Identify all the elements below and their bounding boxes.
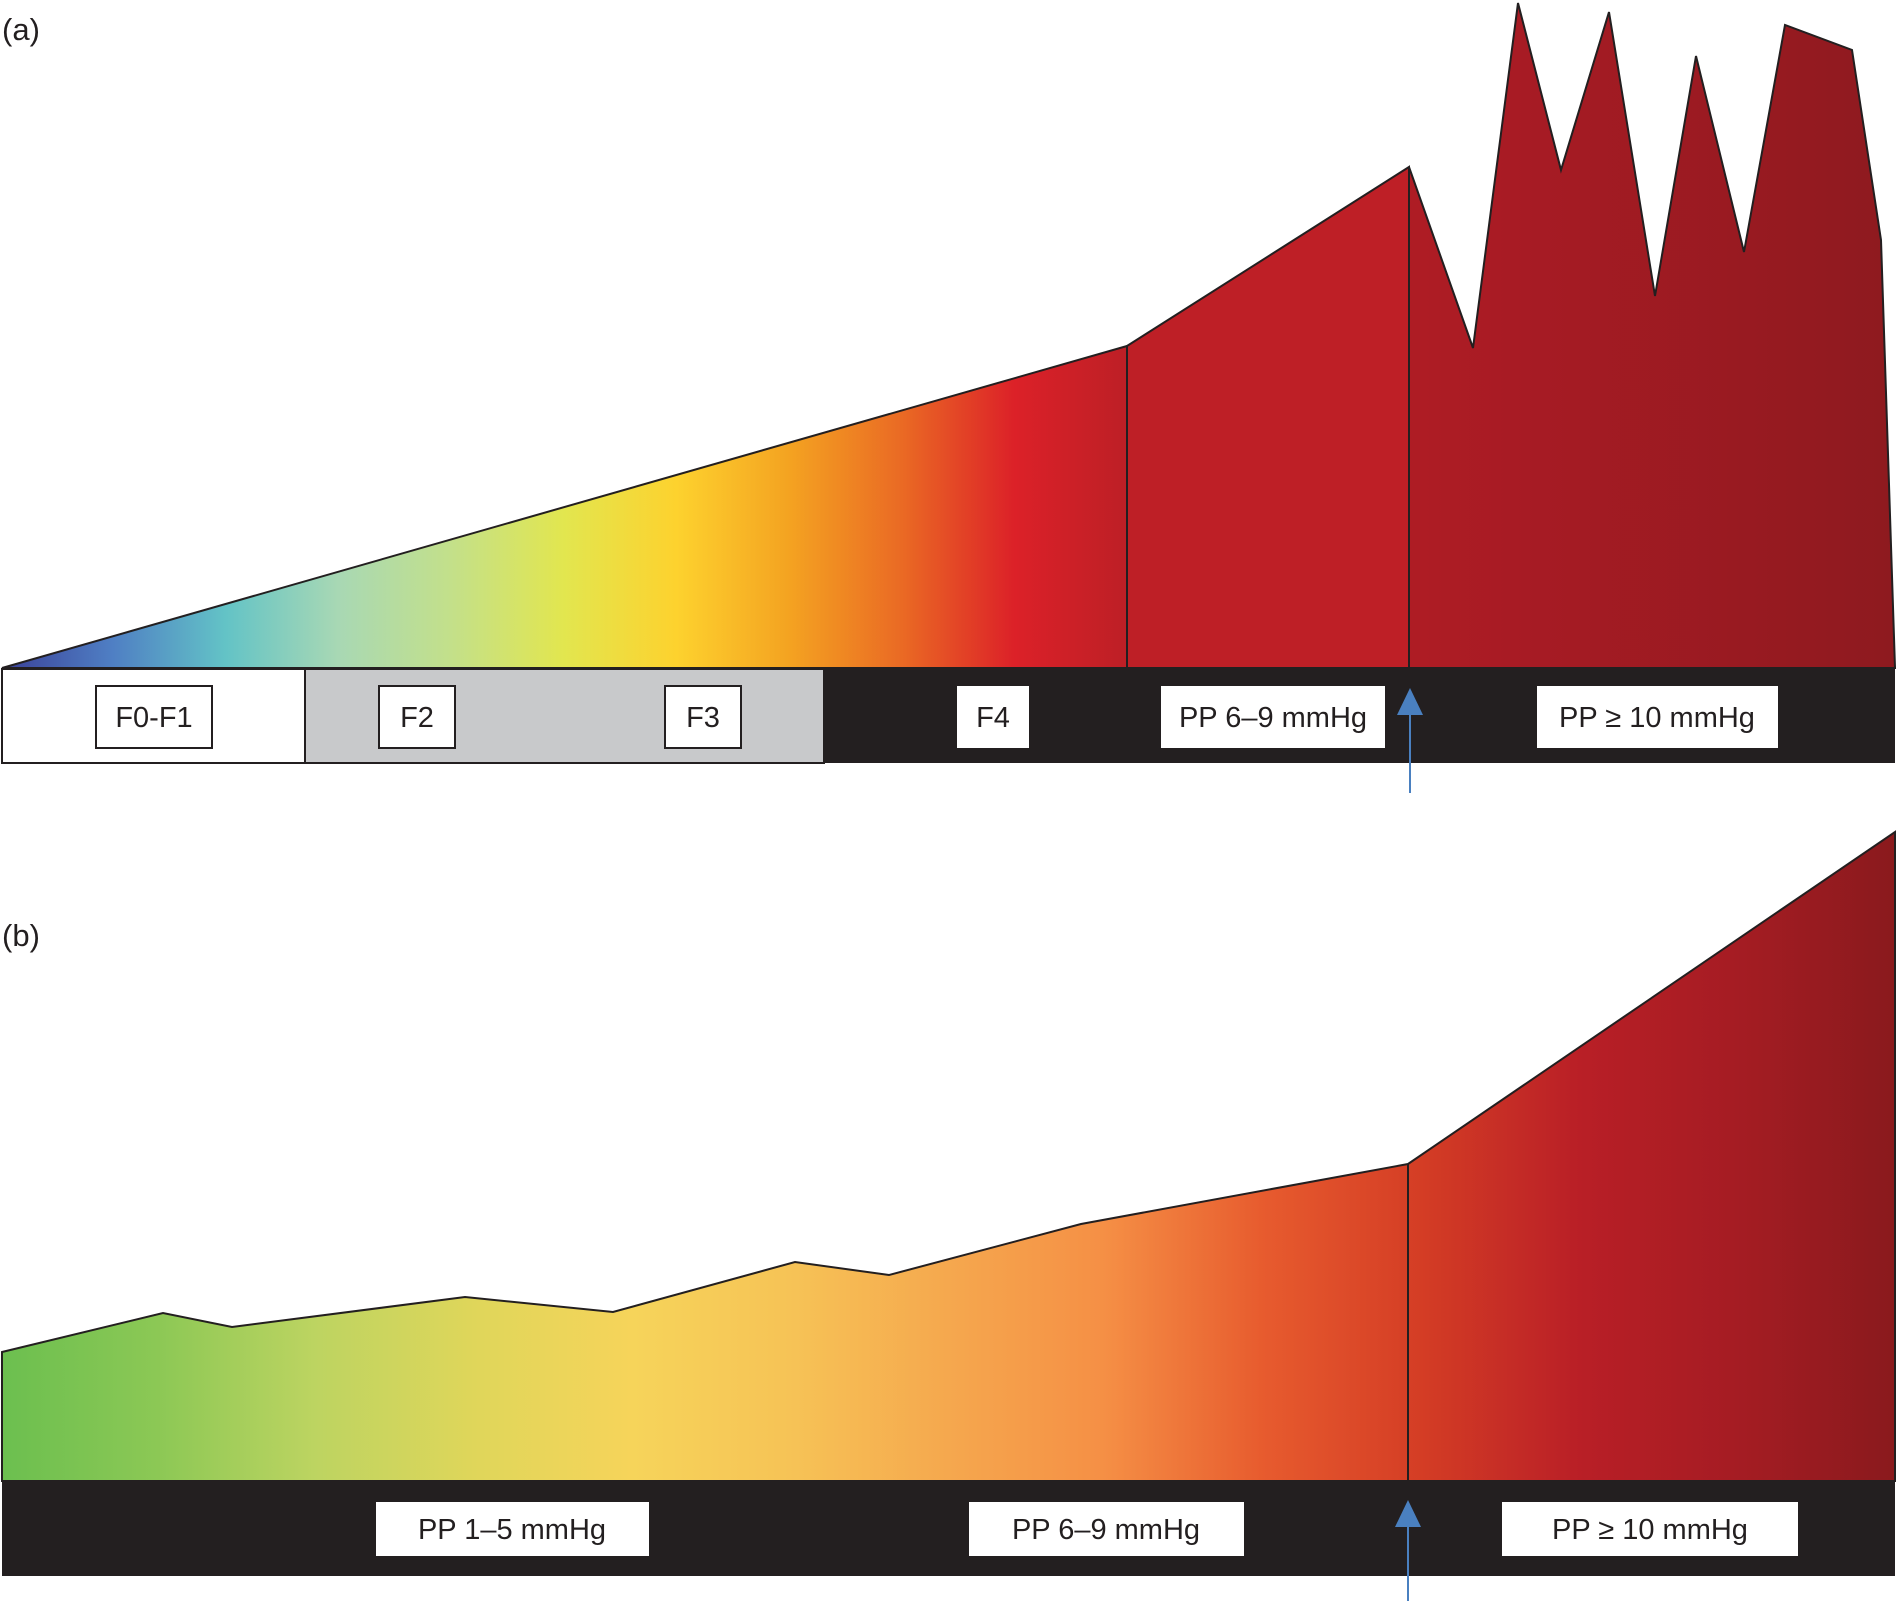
- stage-box-f0-f1: [95, 685, 213, 749]
- threshold-arrow-b: [1395, 1500, 1421, 1601]
- pressure-label-a-pp6-9: PP 6–9 mmHg: [1179, 702, 1367, 734]
- pressure-label-b-pp10: PP ≥ 10 mmHg: [1552, 1514, 1748, 1546]
- threshold-arrow-a: [1397, 688, 1423, 793]
- stage-label-f2: F2: [400, 702, 434, 734]
- pressure-label-b-pp1-5: PP 1–5 mmHg: [418, 1514, 606, 1546]
- panel-b-label: (b): [2, 918, 40, 953]
- pressure-box-b-pp6-9: [969, 1502, 1244, 1556]
- stage-label-f0-f1: F0-F1: [115, 702, 192, 734]
- stage-box-f4: [957, 686, 1029, 748]
- pressure-box-b-pp1-5: [376, 1502, 649, 1556]
- pressure-label-a-pp10: PP ≥ 10 mmHg: [1559, 702, 1755, 734]
- pressure-label-b-pp6-9: PP 6–9 mmHg: [1012, 1514, 1200, 1546]
- panel-a-pp6-9-area: [1126, 165, 1410, 669]
- stage-label-f4: F4: [976, 702, 1010, 734]
- panel-a-progression-area: [1, 344, 1128, 669]
- panel-b: (b) PP 1–5 mmHg PP 6–9 mmHg PP ≥ 10 mmHg: [0, 830, 1896, 1601]
- panel-a-pp10-area: [1408, 2, 1897, 669]
- panel-a: (a) F0-F1 F2 F3 F4 PP 6–9 mmHg PP ≥ 10 m…: [1, 2, 1897, 793]
- stage-box-f2: [378, 685, 456, 749]
- stage-label-f3: F3: [686, 702, 720, 734]
- pressure-box-a-pp10: [1537, 686, 1778, 748]
- panel-b-pressure-area: [0, 830, 1896, 1482]
- pressure-box-b-pp10: [1502, 1502, 1798, 1556]
- panel-a-label: (a): [2, 12, 40, 47]
- stage-box-f3: [664, 685, 742, 749]
- pressure-box-a-pp6-9: [1161, 686, 1385, 748]
